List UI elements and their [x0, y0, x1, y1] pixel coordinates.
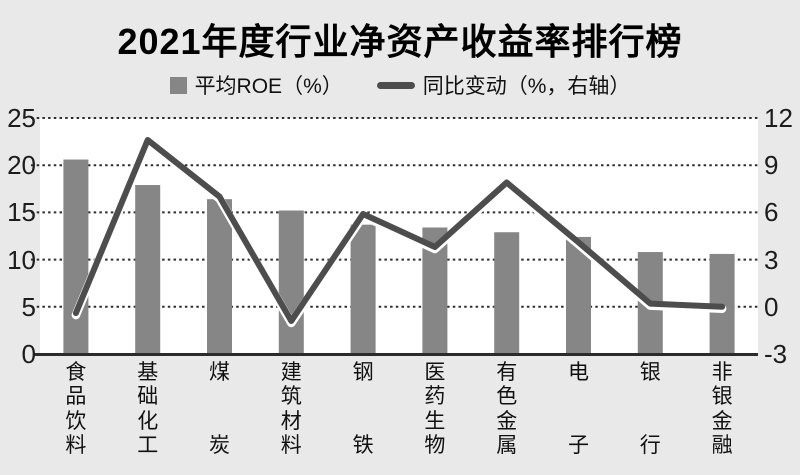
trend-line — [72, 137, 726, 324]
category-char: 有 — [496, 361, 518, 384]
category-char: 煤 — [209, 361, 230, 384]
bar-swatch-icon — [169, 76, 187, 94]
legend: 平均ROE（%） 同比变动（%，右轴） — [0, 70, 800, 100]
bar-建筑材料 — [278, 210, 304, 354]
bar-煤炭 — [207, 199, 232, 354]
category-char: 筑 — [280, 385, 302, 409]
left-axis-tick: 20 — [7, 150, 36, 181]
category-label-9: 银行 — [637, 362, 663, 456]
category-label-8: 电子 — [566, 362, 592, 456]
category-char: 药 — [424, 385, 446, 409]
right-axis-tick: 12 — [764, 103, 793, 133]
legend-item-bar: 平均ROE（%） — [169, 70, 343, 100]
category-char: 料 — [280, 433, 302, 457]
category-char: 钢 — [352, 361, 374, 384]
category-label-2: 基础化工 — [135, 362, 161, 456]
category-label-4: 建筑材料 — [278, 362, 304, 456]
category-char: 生 — [424, 409, 446, 433]
category-char: 食 — [65, 361, 87, 384]
right-axis-tick: -3 — [764, 339, 788, 369]
category-char: 础 — [137, 385, 159, 409]
category-char: 材 — [280, 409, 302, 433]
chart-title: 2021年度行业净资产收益率排行榜 — [117, 21, 683, 62]
category-char: 子 — [568, 434, 589, 457]
category-char: 饮 — [65, 409, 87, 433]
category-char: 工 — [137, 433, 159, 457]
line-swatch-icon — [376, 81, 415, 89]
left-axis-tick: 25 — [7, 103, 36, 133]
category-char: 电 — [568, 361, 589, 384]
left-axis-tick: 0 — [21, 339, 36, 369]
category-char: 建 — [280, 361, 302, 384]
right-axis-tick: 9 — [764, 150, 779, 181]
category-label-7: 有色金属 — [494, 362, 520, 456]
category-char: 属 — [496, 433, 518, 457]
bar-钢铁 — [350, 224, 376, 354]
left-axis-tick: 5 — [21, 291, 36, 322]
legend-item-line: 同比变动（%，右轴） — [376, 70, 631, 100]
category-label-1: 食品饮料 — [63, 362, 89, 456]
category-char: 料 — [65, 433, 87, 457]
category-char: 物 — [424, 433, 446, 457]
category-char: 炭 — [209, 434, 230, 457]
right-axis-tick: 0 — [764, 291, 779, 322]
legend-line-label: 同比变动（%，右轴） — [422, 75, 631, 98]
category-char: 非 — [711, 361, 733, 384]
category-char: 基 — [137, 361, 159, 384]
right-axis-tick: 6 — [764, 197, 779, 228]
category-char: 色 — [496, 385, 518, 409]
category-char: 铁 — [352, 434, 374, 457]
category-char: 行 — [639, 434, 661, 457]
category-char: 金 — [711, 409, 733, 433]
category-label-3: 煤炭 — [207, 362, 233, 456]
legend-bar-label: 平均ROE（%） — [194, 75, 343, 98]
left-axis-tick: 10 — [7, 244, 36, 275]
left-axis-tick: 15 — [7, 197, 36, 228]
bar-有色金属 — [494, 232, 520, 354]
category-label-5: 钢铁 — [350, 362, 376, 456]
category-char: 金 — [496, 409, 518, 433]
category-char: 融 — [711, 433, 733, 457]
category-label-10: 非银金融 — [709, 362, 735, 456]
bar-基础化工 — [135, 185, 161, 354]
category-char: 银 — [711, 385, 733, 409]
right-axis-tick: 3 — [764, 244, 779, 275]
category-label-6: 医药生物 — [422, 362, 448, 456]
category-char: 医 — [424, 361, 446, 384]
category-char: 化 — [137, 409, 159, 433]
category-char: 银 — [639, 361, 661, 384]
bar-食品饮料 — [63, 159, 89, 354]
category-char: 品 — [65, 385, 87, 409]
